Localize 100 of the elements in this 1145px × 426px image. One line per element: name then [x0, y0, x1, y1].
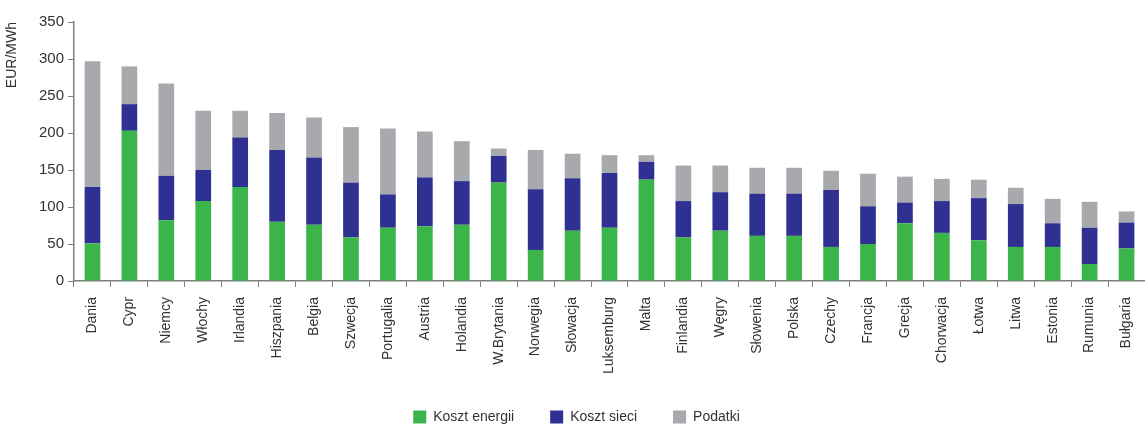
y-tick-label: 200	[38, 123, 64, 141]
bar	[84, 187, 101, 244]
x-tick-label: Portugalia	[378, 296, 395, 361]
x-tick-label: Bułgaria	[1117, 296, 1134, 349]
x-tick-label: Łotwa	[969, 296, 986, 335]
x-tick-label: Malta	[637, 296, 654, 332]
bar	[417, 226, 433, 281]
x-tick-label: Hiszpania	[267, 296, 284, 359]
y-tick-label: 150	[38, 160, 64, 178]
bar	[564, 153, 581, 179]
x-tick-label: Rumunia	[1080, 296, 1097, 354]
bar	[527, 150, 544, 190]
bar	[712, 192, 729, 231]
bar	[306, 157, 322, 225]
bar	[490, 155, 507, 183]
bar	[1081, 227, 1098, 264]
bar	[897, 202, 913, 224]
bar	[823, 189, 839, 247]
x-tick-label: Słowenia	[748, 296, 765, 354]
y-tick-label: 0	[55, 271, 64, 289]
bar	[564, 178, 581, 231]
x-tick-label: Węgry	[711, 297, 728, 338]
x-tick-label: Cypr	[120, 296, 137, 327]
y-tick-label: 250	[38, 86, 64, 104]
bar	[195, 201, 212, 281]
bar	[232, 137, 249, 188]
x-tick-label: Litwa	[1006, 296, 1023, 330]
bar	[638, 155, 655, 162]
bar	[490, 148, 507, 156]
bar	[380, 194, 396, 228]
bar	[232, 187, 249, 281]
bar	[490, 182, 507, 281]
bar	[823, 170, 839, 190]
x-tick-label: Czechy	[821, 297, 838, 344]
bar	[1081, 263, 1098, 281]
bar	[601, 227, 618, 281]
bar	[638, 179, 655, 281]
bar	[84, 243, 101, 281]
bar	[712, 165, 729, 193]
bar	[749, 193, 766, 236]
y-tick-label: 300	[38, 49, 64, 67]
y-tick-label: 50	[47, 234, 64, 252]
bar	[121, 130, 138, 281]
x-tick-label: Szwecja	[341, 296, 358, 350]
x-tick-label: Niemcy	[157, 297, 174, 344]
bar	[675, 237, 692, 281]
legend-label: Koszt sieci	[570, 407, 638, 424]
bar	[786, 193, 802, 236]
legend-label: Podatki	[693, 407, 740, 424]
bar	[749, 167, 766, 194]
x-tick-label: Włochy	[194, 297, 211, 343]
bar	[158, 175, 175, 221]
bar	[934, 232, 950, 281]
bar	[860, 173, 876, 207]
bar	[675, 165, 692, 202]
bar	[417, 131, 433, 178]
bar	[269, 113, 285, 151]
bar	[453, 224, 470, 281]
bar	[860, 206, 876, 244]
bar	[343, 237, 359, 281]
x-tick-label: Austria	[415, 296, 432, 341]
bar	[970, 179, 987, 199]
bar	[1044, 223, 1061, 247]
y-tick-label: 350	[38, 12, 64, 30]
bar	[860, 244, 876, 281]
bar	[232, 110, 249, 138]
x-tick-label: Norwegia	[526, 296, 543, 357]
bar	[1118, 211, 1135, 223]
x-tick-label: Holandia	[452, 296, 469, 353]
bar	[343, 182, 359, 238]
x-tick-label: Polska	[785, 296, 802, 340]
x-tick-label: Estonia	[1043, 296, 1060, 344]
x-tick-label: Dania	[83, 296, 100, 334]
bar	[823, 246, 839, 281]
bar	[1118, 222, 1135, 249]
bar	[121, 66, 138, 105]
bar	[417, 177, 433, 227]
bar	[380, 128, 396, 195]
bar	[158, 220, 175, 281]
y-tick-label: 100	[38, 197, 64, 215]
bar	[786, 167, 802, 194]
x-tick-label: W.Brytania	[489, 296, 506, 365]
bar	[675, 201, 692, 238]
bar	[970, 198, 987, 241]
bar	[712, 230, 729, 281]
bar	[897, 176, 913, 203]
bar	[1007, 204, 1024, 247]
bar	[1118, 248, 1135, 281]
bar	[1007, 246, 1024, 281]
bar	[453, 181, 470, 225]
bar	[564, 230, 581, 281]
x-tick-label: Chorwacja	[932, 296, 949, 364]
bar	[527, 189, 544, 250]
x-tick-label: Irlandia	[231, 296, 248, 343]
bar	[1044, 246, 1061, 281]
bar	[269, 150, 285, 222]
bar	[195, 170, 212, 202]
y-axis-title: EUR/MWh	[3, 22, 20, 89]
x-tick-label: Słowacja	[563, 296, 580, 354]
bar	[934, 201, 950, 233]
